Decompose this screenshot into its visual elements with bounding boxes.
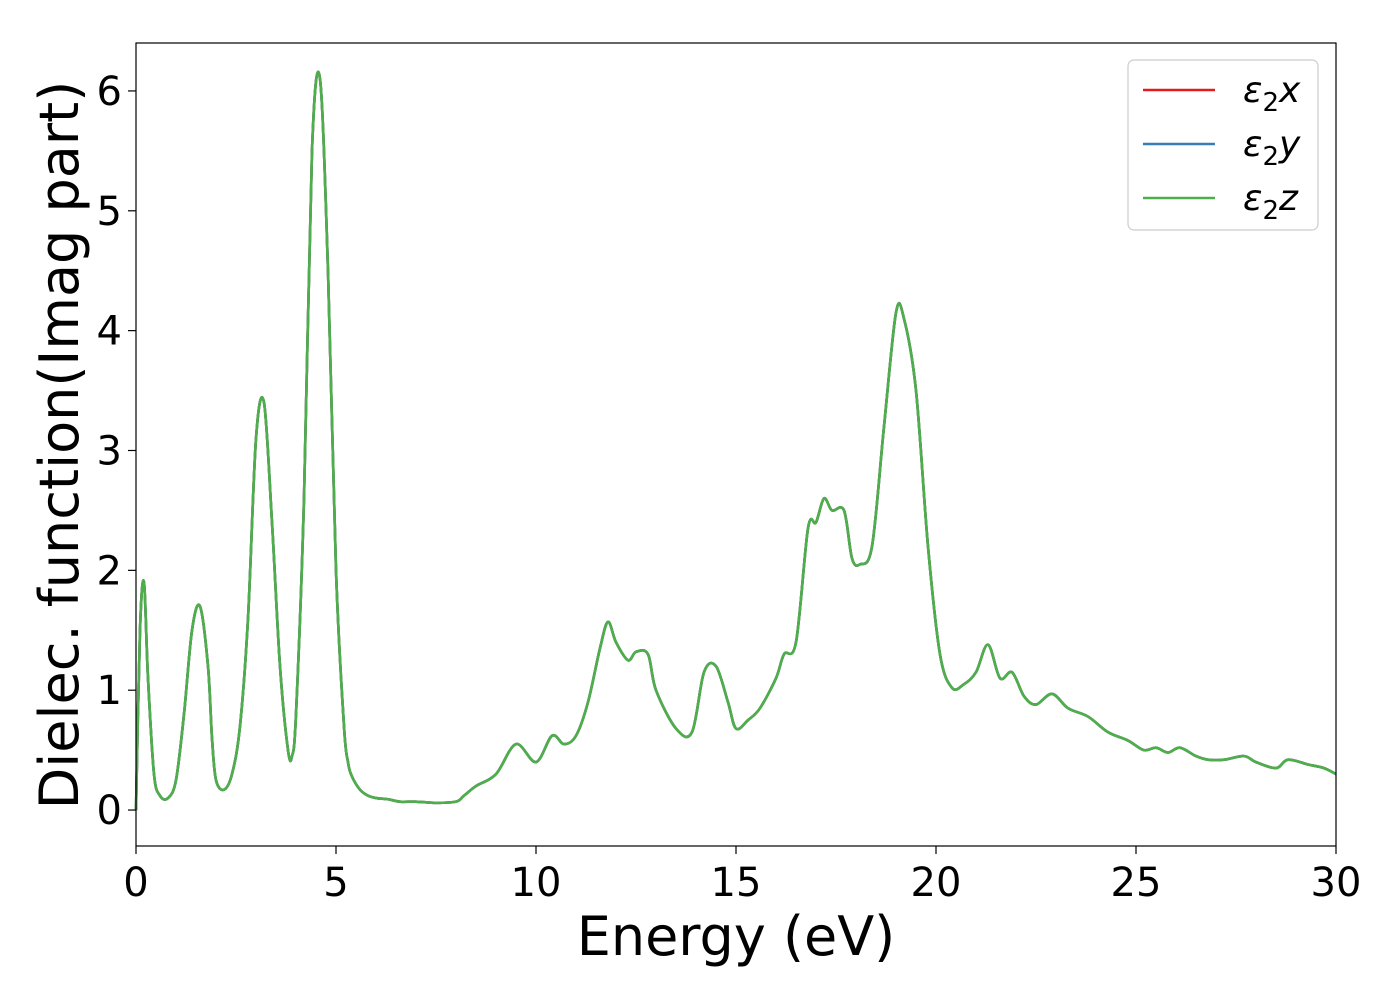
series-line-ε₂z [134,70,1337,811]
y-tick-label: 4 [97,309,122,355]
y-tick-label: 6 [97,69,122,115]
x-tick-label: 10 [511,860,562,906]
x-tick-label: 30 [1311,860,1362,906]
y-tick-label: 2 [97,548,122,594]
y-axis-label: Dielec. function(Imag part) [28,81,91,810]
legend-label-ε₂x: ε2x [1243,70,1301,118]
legend-box [1127,59,1319,231]
legend: ε2x ε2y ε2z [1127,59,1319,231]
x-tick-label: 15 [711,860,762,906]
legend-label-ε₂y: ε2y [1243,124,1301,172]
y-tick-label: 5 [97,189,122,235]
legend-label-ε₂z: ε2z [1243,178,1299,226]
x-tick-label: 5 [323,860,348,906]
x-axis-ticks: 0 5 10 15 20 25 30 [123,846,1361,906]
x-axis-label: Energy (eV) [577,905,896,968]
x-tick-label: 0 [123,860,148,906]
y-tick-label: 0 [97,788,122,834]
y-axis-ticks: 0 1 2 3 4 5 6 [97,69,136,834]
y-tick-label: 1 [97,668,122,714]
x-tick-label: 25 [1111,860,1162,906]
plot-lines [134,70,1337,811]
y-tick-label: 3 [97,428,122,474]
x-tick-label: 20 [911,860,962,906]
